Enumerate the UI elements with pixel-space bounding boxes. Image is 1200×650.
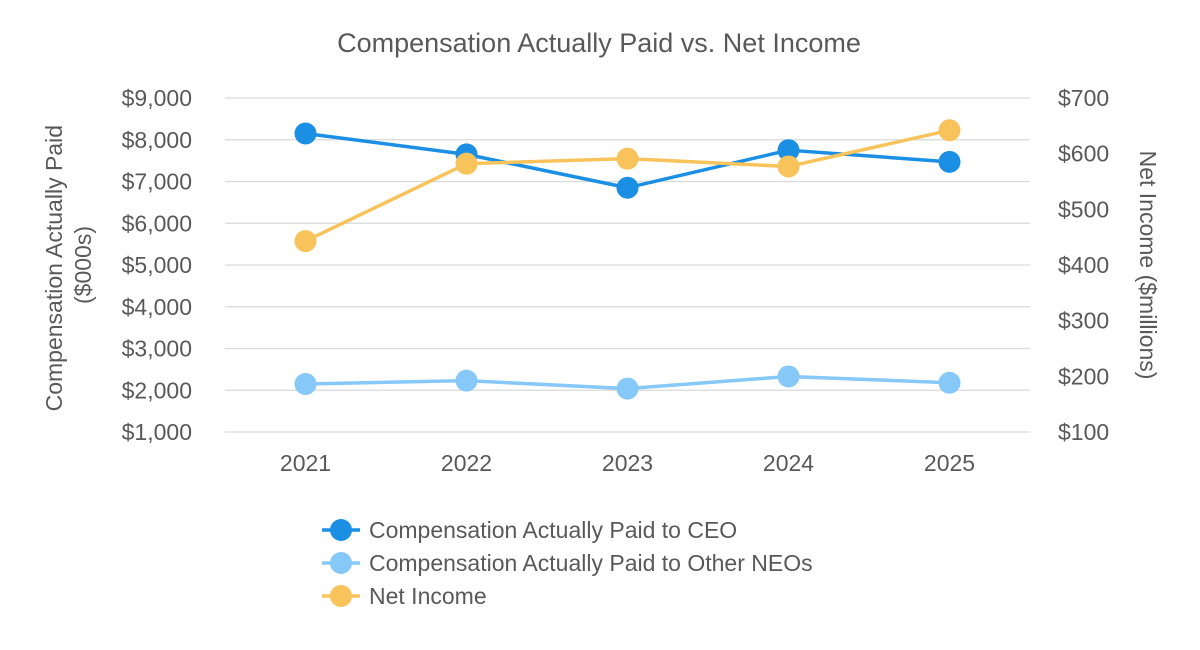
legend-label: Compensation Actually Paid to CEO [369, 517, 737, 543]
data-point [938, 371, 961, 394]
legend-label: Compensation Actually Paid to Other NEOs [369, 550, 813, 576]
data-point [294, 230, 317, 253]
legend-marker [330, 519, 352, 541]
right-tick-label: $600 [1058, 141, 1109, 167]
data-point [455, 152, 478, 175]
left-tick-label: $2,000 [122, 377, 192, 403]
left-tick-label: $8,000 [122, 127, 192, 153]
right-axis-title: Net Income ($millions) [1135, 151, 1161, 380]
right-tick-label: $700 [1058, 85, 1109, 111]
left-tick-label: $9,000 [122, 85, 192, 111]
x-tick-label: 2022 [441, 450, 492, 476]
legend: Compensation Actually Paid to CEO Compens… [322, 517, 813, 609]
data-point [616, 147, 639, 170]
right-tick-label: $500 [1058, 196, 1109, 222]
x-tick-label: 2021 [280, 450, 331, 476]
x-tick-label: 2024 [763, 450, 814, 476]
legend-label: Net Income [369, 583, 487, 609]
data-point [616, 377, 639, 400]
legend-marker [330, 552, 352, 574]
data-point [294, 122, 317, 145]
series-layer [294, 119, 961, 400]
left-axis-title: Compensation Actually Paid ($000s) [41, 119, 96, 412]
data-point [616, 176, 639, 199]
left-axis-ticks: $1,000 $2,000 $3,000 $4,000 $5,000 $6,000 $7,0… [122, 85, 192, 445]
data-point [777, 365, 800, 388]
right-tick-label: $400 [1058, 252, 1109, 278]
left-tick-label: $3,000 [122, 336, 192, 362]
data-point [777, 139, 800, 162]
x-tick-label: 2025 [924, 450, 975, 476]
data-point [938, 119, 961, 142]
legend-marker [330, 585, 352, 607]
x-tick-label: 2023 [602, 450, 653, 476]
gridlines [225, 97, 1030, 433]
data-point [294, 372, 317, 395]
right-axis-ticks: $100 $200 $300 $400 $500 $600 $700 [1058, 85, 1109, 445]
data-point [938, 150, 961, 173]
left-tick-label: $6,000 [122, 210, 192, 236]
left-tick-label: $7,000 [122, 169, 192, 195]
x-axis-ticks: 2021 2022 2023 2024 2025 [280, 450, 975, 476]
chart-title: Compensation Actually Paid vs. Net Incom… [337, 28, 861, 58]
right-tick-label: $100 [1058, 419, 1109, 445]
left-tick-label: $4,000 [122, 294, 192, 320]
data-point [455, 369, 478, 392]
right-tick-label: $300 [1058, 308, 1109, 334]
data-point [777, 155, 800, 178]
right-tick-label: $200 [1058, 363, 1109, 389]
left-tick-label: $1,000 [122, 419, 192, 445]
left-tick-label: $5,000 [122, 252, 192, 278]
